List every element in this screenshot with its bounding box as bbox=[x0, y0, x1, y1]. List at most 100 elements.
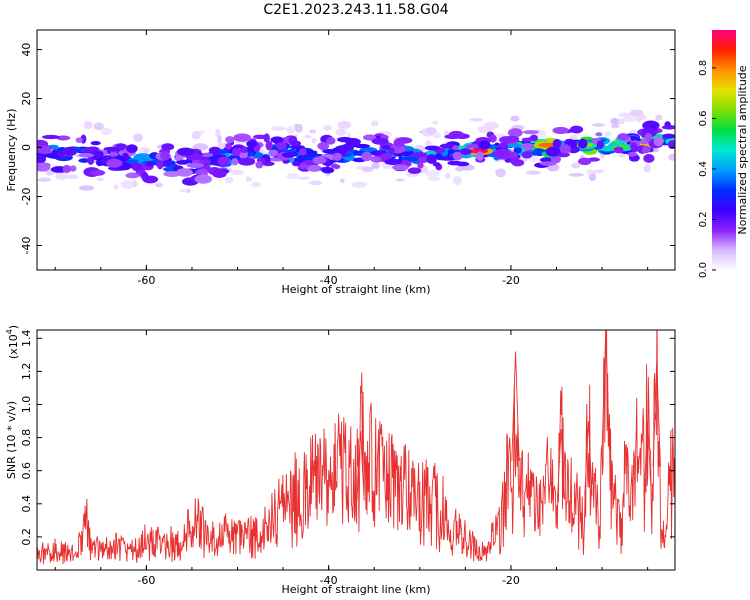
colorbar-tick-label: 0.8 bbox=[698, 60, 709, 76]
spectrogram-frame bbox=[36, 29, 676, 271]
spectrogram-cell bbox=[339, 178, 345, 183]
spectrogram-cell bbox=[265, 140, 273, 151]
spectrogram-cell bbox=[661, 125, 675, 130]
snr-marks bbox=[37, 330, 675, 565]
spectrogram-cell bbox=[155, 182, 163, 188]
spectrogram-cell bbox=[311, 137, 317, 144]
spectrogram-cell bbox=[452, 176, 463, 185]
snr-y-axis-label: SNR (10 * v/v) bbox=[5, 401, 18, 479]
spectrogram-cell bbox=[255, 161, 264, 169]
spectrogram-cell bbox=[511, 159, 525, 167]
spectrogram-cell bbox=[108, 152, 119, 157]
snr-peak bbox=[356, 430, 365, 501]
spectrogram-hotspot-core bbox=[538, 142, 557, 148]
spectrogram-cell bbox=[160, 151, 171, 161]
spectrogram-panel: -60 -40 -20 -40 -20 0 20 40 Height of straight… bbox=[5, 29, 676, 296]
spectrogram-cell bbox=[127, 159, 139, 164]
spectrogram-cell bbox=[667, 140, 675, 149]
spectrogram-cell bbox=[56, 135, 71, 141]
spectrogram-cell bbox=[521, 142, 535, 151]
spectrogram-cell bbox=[120, 180, 134, 190]
spectrogram-cell bbox=[444, 172, 451, 179]
spectrogram-cell bbox=[418, 130, 424, 134]
spectrogram-cell bbox=[286, 126, 295, 134]
spectrogram-cell bbox=[133, 133, 143, 142]
spectrogram-cell bbox=[179, 189, 189, 193]
spectrogram-cell bbox=[131, 162, 142, 172]
spectrogram-cell bbox=[125, 172, 140, 179]
spectrogram-y-axis-label: Frequency (Hz) bbox=[5, 109, 18, 192]
spectrogram-cell bbox=[122, 152, 129, 163]
spectrogram-cell bbox=[361, 151, 373, 162]
colorbar-label: Normalized spectral amplitude bbox=[736, 65, 749, 234]
spectrogram-cell bbox=[62, 164, 72, 174]
colorbar-tick-label: 0.4 bbox=[698, 161, 709, 177]
spectrogram-cell bbox=[662, 133, 675, 139]
spectrogram-cell bbox=[417, 161, 424, 169]
y-tick-label: 0.8 bbox=[20, 429, 33, 447]
spectrogram-cell bbox=[610, 123, 620, 129]
spectrogram-cell bbox=[521, 151, 533, 159]
spectrogram-cell bbox=[145, 161, 155, 167]
spectrogram-cell bbox=[90, 141, 101, 146]
spectrogram-cell bbox=[521, 137, 532, 142]
spectrogram-cell bbox=[411, 151, 428, 158]
spectrogram-cell bbox=[371, 137, 389, 145]
spectrogram-cell bbox=[333, 164, 341, 170]
spectrogram-cell bbox=[550, 154, 562, 164]
spectrogram-cell bbox=[262, 161, 275, 167]
snr-peak bbox=[652, 363, 661, 467]
colorbar-tick-label: 0.0 bbox=[698, 262, 709, 278]
y-tick-label: 1.0 bbox=[20, 396, 33, 414]
spectrogram-cell bbox=[567, 139, 578, 148]
spectrogram-cell bbox=[510, 115, 520, 122]
spectrogram-cell bbox=[643, 164, 651, 173]
spectrogram-cell bbox=[253, 134, 267, 140]
y-tick-label: 0 bbox=[20, 144, 33, 151]
spectrogram-cell bbox=[588, 172, 597, 182]
spectrogram-cell bbox=[493, 150, 511, 158]
spectrogram-cell bbox=[245, 176, 252, 182]
y-tick-label: 20 bbox=[20, 92, 33, 106]
y-tick-label: 1.2 bbox=[20, 363, 33, 381]
spectrogram-cell bbox=[629, 109, 644, 117]
spectrogram-cell bbox=[321, 167, 335, 174]
spectrogram-cell bbox=[161, 143, 175, 151]
spectrogram-cell bbox=[251, 181, 261, 188]
spectrogram-cell bbox=[306, 164, 322, 172]
y-tick-label: 0.2 bbox=[20, 528, 33, 546]
spectrogram-cell bbox=[631, 145, 640, 152]
spectrogram-cell bbox=[568, 172, 585, 177]
spectrogram-cell bbox=[225, 142, 232, 150]
spectrogram-cell bbox=[432, 120, 439, 125]
spectrogram-cell bbox=[591, 123, 606, 127]
y-tick-label: 0.4 bbox=[20, 495, 33, 513]
spectrogram-cell bbox=[96, 177, 104, 182]
spectrogram-cell bbox=[529, 134, 538, 142]
spectrogram-cell bbox=[381, 145, 391, 150]
spectrogram-cell bbox=[156, 160, 164, 170]
spectrogram-cell bbox=[263, 133, 270, 143]
spectrogram-cell bbox=[329, 149, 347, 154]
spectrogram-cell bbox=[545, 146, 562, 157]
spectrogram-cell bbox=[653, 136, 664, 147]
spectrogram-cell bbox=[447, 160, 463, 166]
snr-peak bbox=[584, 421, 593, 496]
spectrogram-cell bbox=[616, 118, 625, 125]
spectrogram-cell bbox=[591, 169, 605, 174]
snr-y-ticks: 0.2 0.4 0.6 0.8 1.0 1.2 1.4 bbox=[20, 330, 675, 546]
y-tick-label: 40 bbox=[20, 43, 33, 57]
spectrogram-cell bbox=[345, 138, 361, 146]
snr-peak bbox=[511, 351, 520, 461]
spectrogram-marks bbox=[37, 109, 675, 193]
spectrogram-cell bbox=[370, 120, 379, 127]
spectrogram-cell bbox=[392, 164, 409, 171]
spectrogram-cell bbox=[322, 124, 332, 131]
svg-text:(x104): (x104) bbox=[5, 325, 20, 359]
x-tick-label: -20 bbox=[502, 574, 520, 587]
spectrogram-cell bbox=[113, 184, 119, 190]
snr-peak bbox=[601, 330, 610, 451]
spectrogram-cell bbox=[483, 121, 499, 130]
spectrogram-cell bbox=[426, 154, 438, 164]
